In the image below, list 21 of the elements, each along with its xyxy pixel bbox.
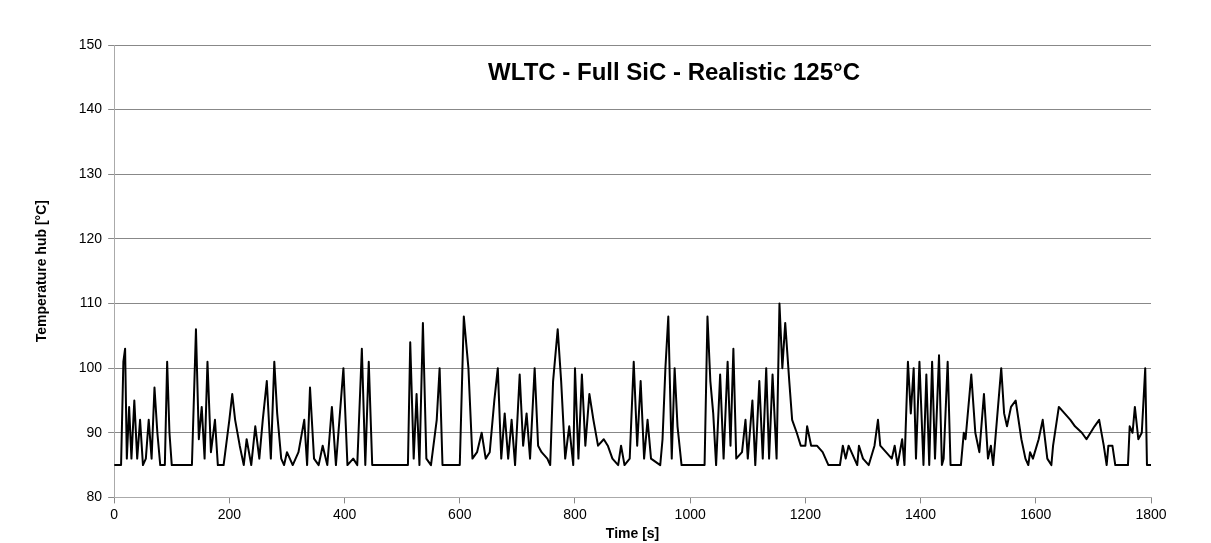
x-tick-label: 400 — [332, 505, 357, 522]
x-tick-label: 600 — [448, 505, 472, 522]
x-tick-label: 200 — [217, 505, 242, 522]
y-tick-label: 150 — [78, 35, 103, 52]
x-tick-label: 1200 — [789, 505, 822, 522]
x-axis-title: Time [s] — [605, 525, 660, 542]
y-tick-label: 90 — [86, 423, 103, 440]
x-tick-label: 1600 — [1020, 505, 1052, 522]
x-tick-label: 1400 — [905, 505, 937, 522]
y-axis-title: Temperature hub [°C] — [33, 200, 50, 343]
y-tick-label: 100 — [78, 359, 103, 375]
x-tick-label: 1800 — [1135, 505, 1167, 522]
y-tick-label: 140 — [78, 100, 103, 117]
y-tick-label: 110 — [79, 294, 103, 311]
y-tick-label: 120 — [78, 229, 103, 246]
text: WLTC - Full SiC - Realistic 125°C — [488, 57, 860, 85]
x-tick-label: 0 — [110, 505, 119, 522]
x-tick-label: 800 — [563, 505, 587, 522]
y-tick-label: 80 — [86, 488, 103, 505]
y-tick-label: 130 — [78, 165, 103, 182]
x-tick-label: 1000 — [674, 505, 706, 522]
